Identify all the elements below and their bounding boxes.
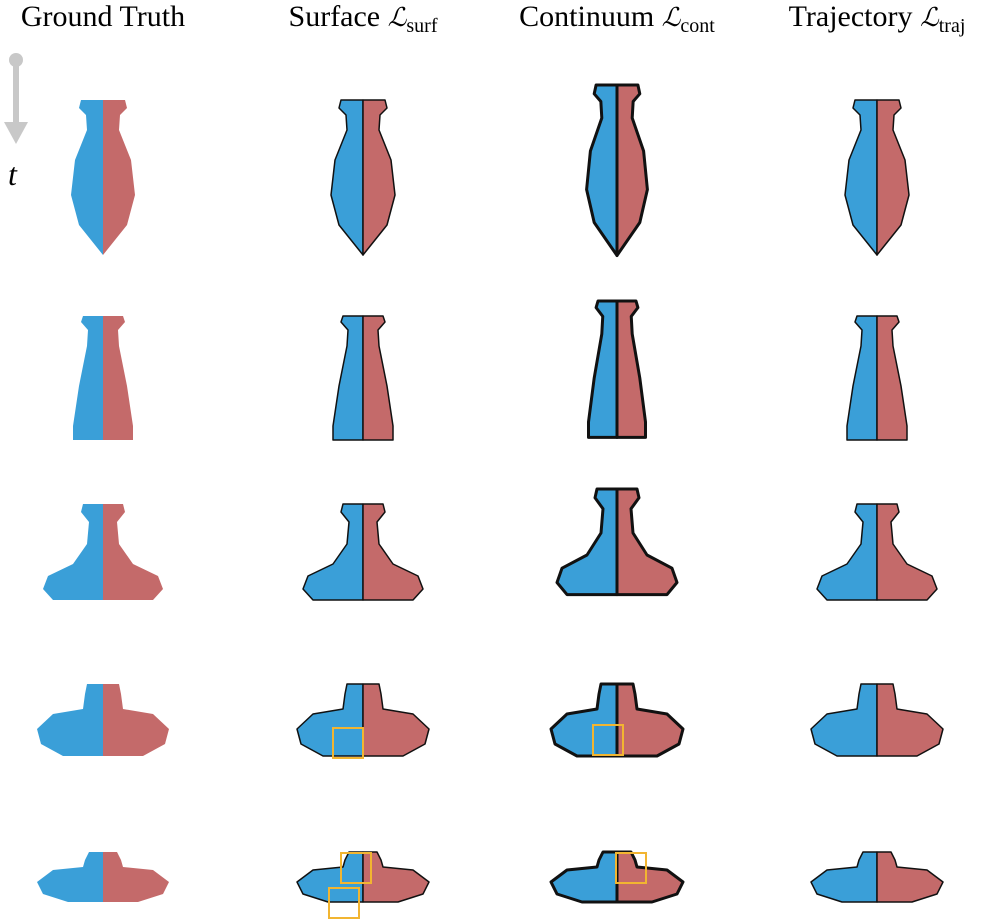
shape-right: [103, 100, 135, 255]
header-symbol: ℒ: [661, 3, 681, 33]
time-arrow-head: [4, 122, 28, 144]
shape-left: [587, 299, 619, 439]
shape-right: [876, 851, 944, 903]
shape-right: [615, 83, 649, 257]
column-header: Trajectory ℒtraj: [789, 0, 966, 38]
column-header: Continuum ℒcont: [519, 0, 715, 38]
shape-left: [844, 99, 878, 256]
highlight-box: [340, 852, 372, 884]
shape-left: [37, 852, 103, 902]
shape-left: [330, 99, 364, 256]
highlight-box: [592, 724, 624, 756]
column-header: Ground Truth: [21, 0, 185, 34]
shape-left: [810, 683, 878, 757]
shape-left: [296, 851, 364, 903]
time-arrow-start: [9, 53, 23, 67]
shape-left: [816, 503, 878, 601]
shape-left: [73, 316, 103, 440]
shape-right: [876, 503, 938, 601]
time-label: t: [8, 156, 17, 192]
shape-left: [585, 83, 619, 257]
shape-left: [37, 684, 103, 756]
header-subscript: cont: [680, 15, 715, 37]
shape-left: [549, 850, 619, 904]
shape-right: [615, 850, 685, 904]
shape-left: [296, 683, 364, 757]
shape-right: [362, 683, 430, 757]
shape-right: [103, 852, 169, 902]
shape-right: [103, 316, 133, 440]
header-subscript: traj: [938, 15, 966, 37]
header-text: Ground Truth: [20, 0, 186, 33]
shape-right: [362, 99, 396, 256]
header-text: Continuum: [519, 0, 655, 33]
shape-left: [549, 682, 619, 758]
shape-right: [362, 315, 394, 441]
header-text: Trajectory: [788, 0, 913, 33]
shape-right: [362, 851, 430, 903]
shape-right: [362, 503, 424, 601]
shape-right: [615, 299, 647, 439]
shape-right: [103, 684, 169, 756]
shape-right: [876, 683, 944, 757]
header-subscript: surf: [406, 15, 438, 37]
header-text: Surface: [288, 0, 381, 33]
shape-left: [302, 503, 364, 601]
shape-left: [43, 504, 103, 600]
shape-left: [555, 487, 619, 597]
highlight-box: [328, 887, 360, 919]
highlight-box: [332, 727, 364, 759]
shape-left: [810, 851, 878, 903]
header-symbol: ℒ: [919, 3, 939, 33]
highlight-box: [615, 852, 647, 884]
shape-left: [71, 100, 103, 255]
header-symbol: ℒ: [387, 3, 407, 33]
shape-right: [615, 682, 685, 758]
shape-right: [876, 315, 908, 441]
column-header: Surface ℒsurf: [289, 0, 438, 38]
shape-right: [615, 487, 679, 597]
shape-left: [846, 315, 878, 441]
shape-right: [103, 504, 163, 600]
shape-right: [876, 99, 910, 256]
shape-left: [332, 315, 364, 441]
